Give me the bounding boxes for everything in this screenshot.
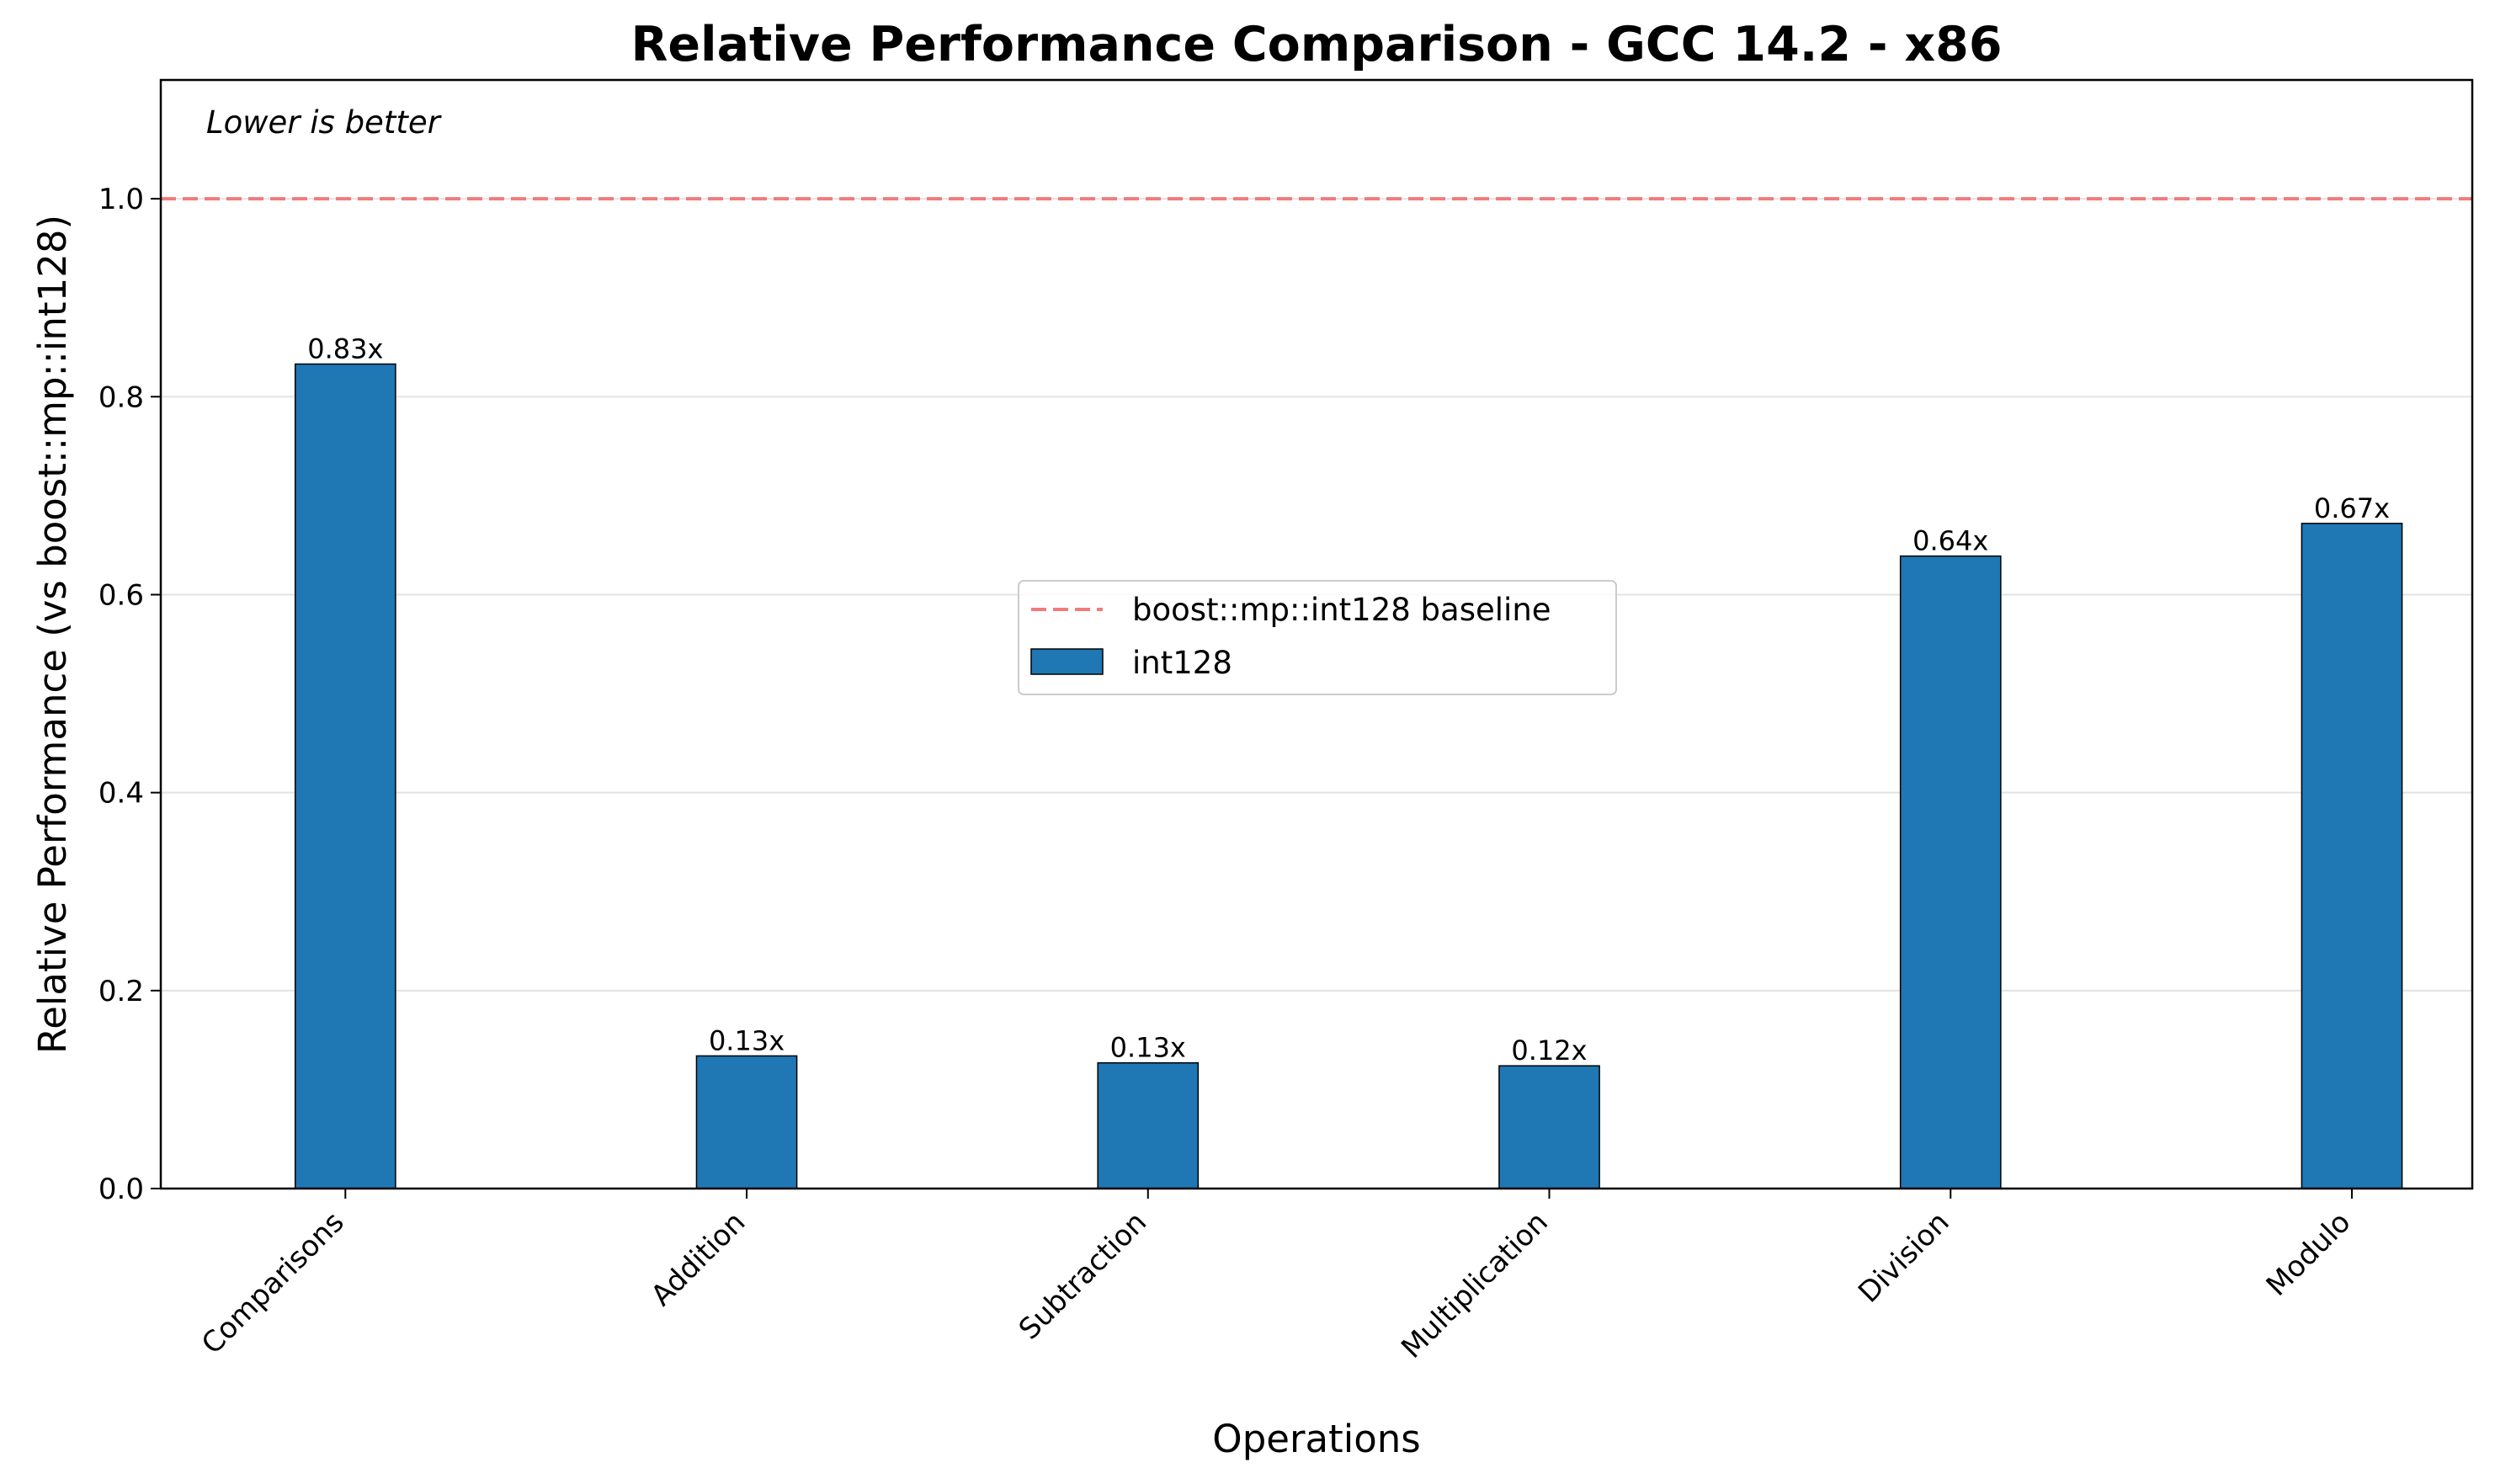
y-tick-label-1: 0.2: [98, 975, 144, 1008]
bar-value-label-multiplication: 0.12x: [1511, 1035, 1587, 1066]
plot-frame: [159, 78, 2474, 1190]
y-tick-label-4: 0.8: [98, 380, 144, 414]
bar-division: [1899, 555, 2002, 1189]
legend-box: [1018, 580, 1617, 695]
legend-int128-label: int128: [1132, 645, 1232, 681]
bar-value-label-comparisons: 0.83x: [307, 332, 383, 364]
bar-subtraction: [1097, 1061, 1200, 1189]
bar-comparisons: [294, 363, 396, 1189]
legend-int128-swatch: [1030, 648, 1104, 675]
y-tick-label-3: 0.6: [98, 578, 144, 612]
y-axis-title: Relative Performance (vs boost::mp::int1…: [30, 215, 75, 1054]
annotation-lower-is-better: Lower is better: [206, 104, 443, 141]
y-tick-label-0: 0.0: [98, 1173, 144, 1206]
bar-value-labels: 0.83x 0.13x 0.13x 0.12x 0.64x 0.67x: [307, 332, 2390, 1066]
y-axis-ticks: 0.0 0.2 0.4 0.6 0.8 1.0: [98, 183, 161, 1206]
y-tick-label-5: 1.0: [98, 183, 144, 216]
bar-modulo: [2301, 523, 2403, 1189]
bar-value-label-division: 0.64x: [1912, 525, 1988, 557]
legend-baseline-label: boost::mp::int128 baseline: [1132, 592, 1551, 628]
y-tick-label-2: 0.4: [98, 777, 144, 811]
bar-addition: [695, 1055, 798, 1189]
chart-title: Relative Performance Comparison - GCC 14…: [630, 17, 2002, 72]
bar-value-label-addition: 0.13x: [709, 1024, 785, 1056]
bar-multiplication: [1498, 1065, 1600, 1189]
bars: [294, 363, 2403, 1189]
bar-value-label-modulo: 0.67x: [2314, 492, 2390, 524]
legend: boost::mp::int128 baseline int128: [1018, 580, 1617, 695]
bar-value-label-subtraction: 0.13x: [1110, 1032, 1186, 1064]
x-axis-title: Operations: [1212, 1417, 1420, 1461]
